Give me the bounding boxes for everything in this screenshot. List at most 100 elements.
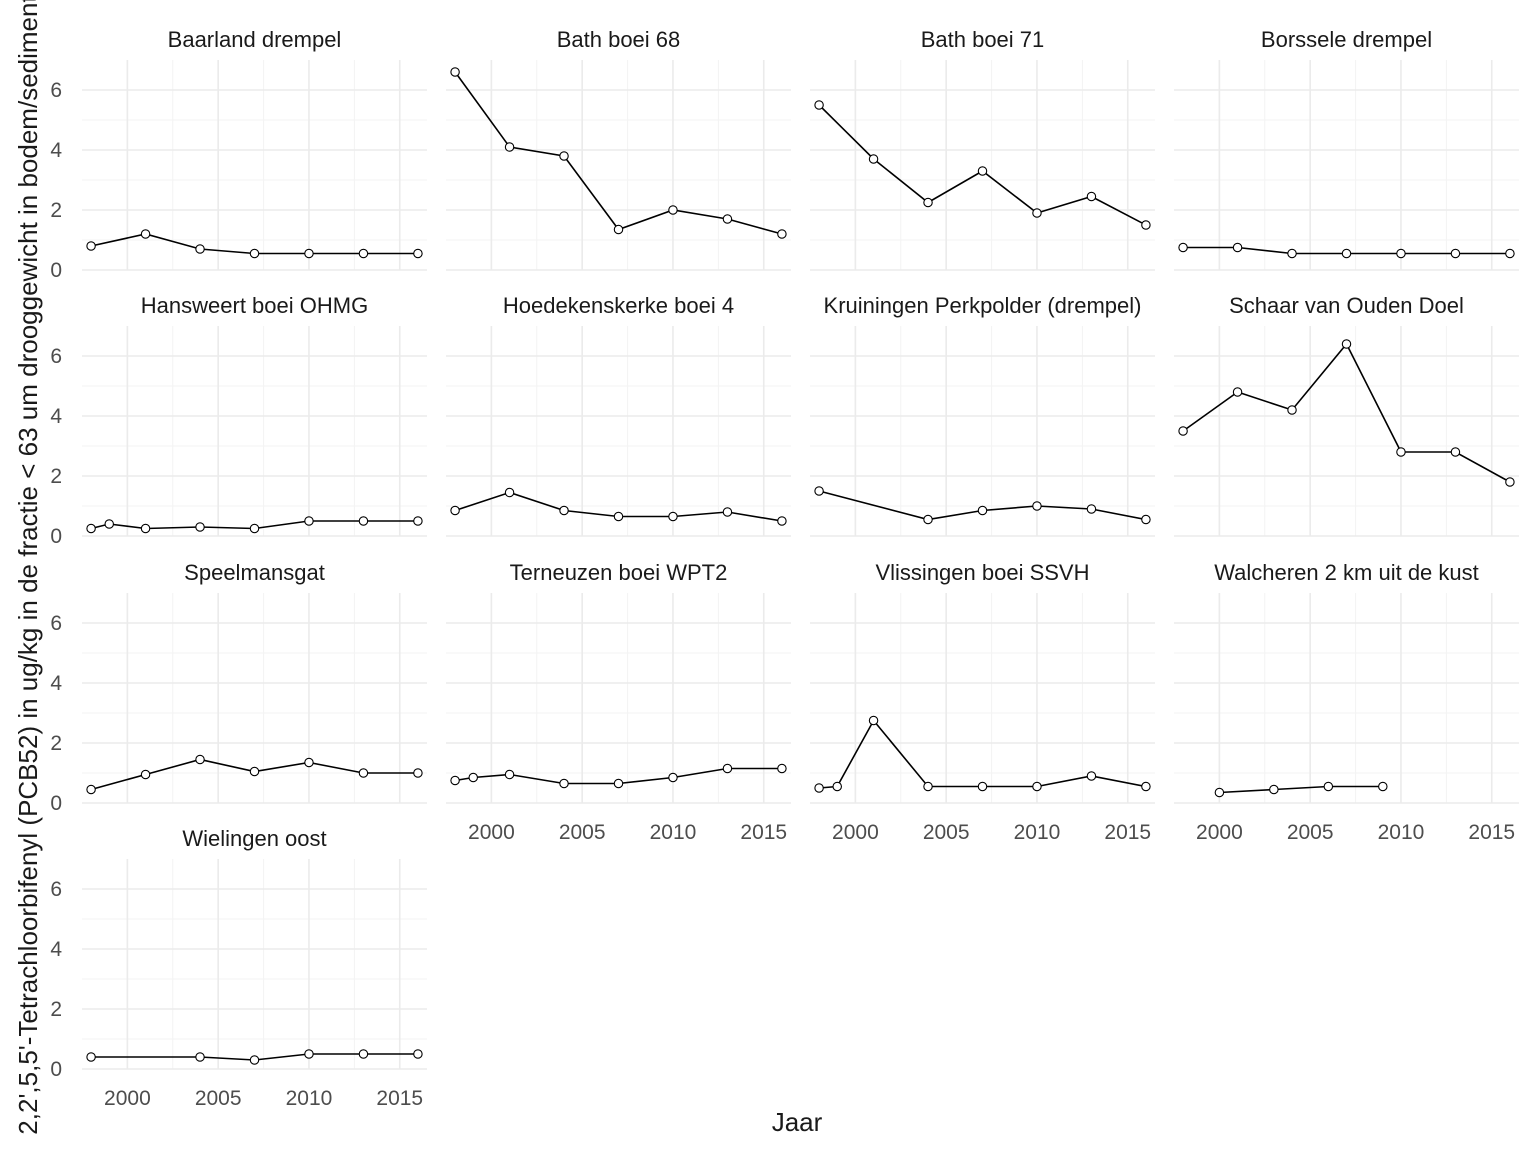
y-tick-label: 0 <box>50 259 62 282</box>
data-point <box>613 511 624 522</box>
data-point <box>722 763 733 774</box>
facet-title: Speelmansgat <box>184 560 325 585</box>
data-point <box>249 1055 260 1065</box>
data-point <box>977 505 988 516</box>
data-point <box>249 523 260 534</box>
facet-title: Borssele drempel <box>1261 27 1432 52</box>
facet-panel: Kruiningen Perkpolder (drempel) <box>810 293 1155 537</box>
series-line <box>454 767 782 785</box>
data-point <box>86 1052 96 1062</box>
series-line <box>91 1053 418 1061</box>
data-point <box>777 229 787 239</box>
x-tick-label: 2010 <box>1014 821 1061 844</box>
y-tick-label: 4 <box>50 672 62 695</box>
data-point <box>814 100 824 110</box>
series-line <box>90 520 418 530</box>
facet-panel: Hoedekenskerke boei 4 <box>446 293 791 537</box>
x-tick-label: 2005 <box>195 1087 242 1110</box>
data-point <box>1287 405 1297 415</box>
x-tick-label: 2000 <box>104 1087 151 1110</box>
facet-panel: Schaar van Ouden Doel <box>1174 293 1519 537</box>
y-tick-label: 4 <box>50 139 62 162</box>
data-point <box>1032 781 1042 792</box>
data-point <box>304 516 314 526</box>
y-tick-label: 2 <box>50 199 62 222</box>
data-point <box>923 514 933 525</box>
data-point <box>104 519 114 529</box>
data-point <box>1378 781 1388 792</box>
data-point <box>1178 426 1188 436</box>
data-point <box>504 487 515 498</box>
y-tick-label: 2 <box>50 732 62 755</box>
data-point <box>358 1049 369 1059</box>
data-point <box>450 775 460 786</box>
facet-title: Baarland drempel <box>168 27 342 52</box>
y-tick-label: 2 <box>50 465 62 488</box>
x-tick-label: 2010 <box>1378 821 1425 844</box>
data-point <box>1178 242 1188 253</box>
facet-title: Bath boei 68 <box>557 27 681 52</box>
data-point <box>140 523 151 534</box>
data-point <box>1450 248 1461 259</box>
data-point <box>613 224 624 235</box>
x-tick-label: 2015 <box>376 1087 423 1110</box>
data-point <box>559 778 569 789</box>
data-point <box>668 772 678 783</box>
data-point <box>668 511 678 522</box>
facet-panel: Terneuzen boei WPT2 2000 2005 2010 2015 <box>446 560 791 844</box>
facet-panel: Borssele drempel <box>1174 27 1519 271</box>
data-point <box>1341 248 1352 259</box>
data-point <box>722 507 733 517</box>
data-point <box>1450 447 1461 457</box>
data-point <box>868 154 879 164</box>
data-point <box>86 784 96 795</box>
data-point <box>613 778 624 789</box>
data-point <box>923 781 933 792</box>
data-point <box>304 757 314 768</box>
data-point <box>668 205 678 215</box>
facet-panel: Walcheren 2 km uit de kust 2000 2005 2010 20… <box>1174 560 1519 844</box>
facet-title: Hansweert boei OHMG <box>141 293 368 318</box>
data-point <box>1269 784 1279 795</box>
x-tick-label: 2005 <box>1287 821 1334 844</box>
data-point <box>413 768 423 778</box>
x-axis-title: Jaar <box>772 1107 823 1137</box>
data-point <box>1323 781 1334 792</box>
facet-title: Hoedekenskerke boei 4 <box>503 293 734 318</box>
y-tick-label: 6 <box>50 345 62 368</box>
data-point <box>977 166 988 176</box>
x-tick-label: 2000 <box>468 821 515 844</box>
data-point <box>1505 477 1515 487</box>
x-tick-label: 2005 <box>559 821 606 844</box>
facet-title: Bath boei 71 <box>921 27 1045 52</box>
data-point <box>1341 339 1352 349</box>
data-point <box>923 197 933 208</box>
series-line <box>1182 342 1511 483</box>
data-point <box>1141 220 1151 230</box>
data-point <box>504 142 515 152</box>
data-point <box>358 768 369 778</box>
data-point <box>195 754 205 765</box>
y-tick-label: 4 <box>50 405 62 428</box>
data-point <box>1032 501 1042 511</box>
facet-title: Schaar van Ouden Doel <box>1229 293 1464 318</box>
data-point <box>140 229 151 239</box>
facet-panel: Hansweert boei OHMG 0 2 4 6 <box>50 293 427 548</box>
x-tick-label: 2005 <box>923 821 970 844</box>
data-point <box>413 248 423 259</box>
data-point <box>1232 387 1243 397</box>
data-point <box>777 763 787 774</box>
data-point <box>1232 242 1243 253</box>
data-point <box>1141 781 1151 792</box>
data-point <box>868 715 879 726</box>
data-point <box>140 769 151 780</box>
data-point <box>1032 208 1042 218</box>
data-point <box>1086 504 1097 514</box>
data-point <box>1214 787 1225 798</box>
x-tick-label: 2010 <box>286 1087 333 1110</box>
data-point <box>450 505 460 516</box>
y-tick-label: 2 <box>50 998 62 1021</box>
data-point <box>1396 447 1406 457</box>
data-point <box>559 151 569 161</box>
